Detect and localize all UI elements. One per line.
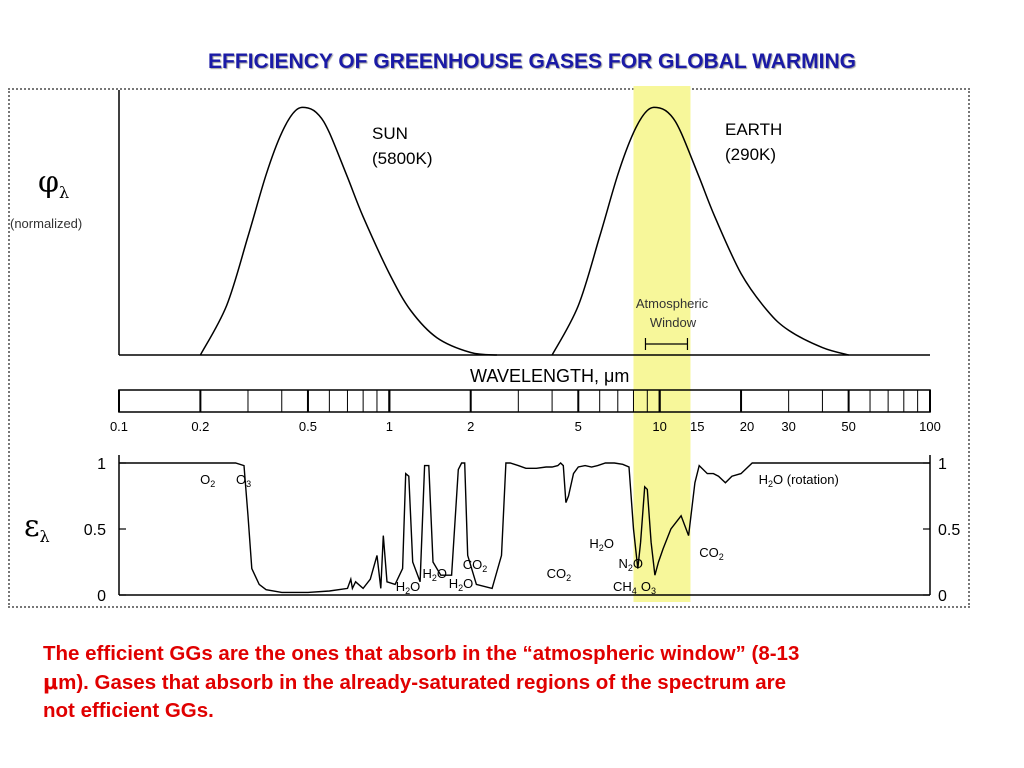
- absorber-label: O3: [641, 579, 656, 596]
- absorber-label: N2O: [618, 556, 643, 573]
- slide-title: EFFICIENCY OF GREENHOUSE GASES FOR GLOBA…: [208, 50, 856, 73]
- sun-spectrum-curve: [199, 106, 497, 356]
- absorber-label: H2O: [449, 576, 474, 593]
- caption-mu: μ: [43, 670, 59, 694]
- epsilon-tick-label-left: 1: [97, 456, 106, 473]
- phi-note: (normalized): [10, 216, 82, 231]
- wavelength-tick-label: 50: [841, 419, 855, 434]
- phi-glyph: φ: [38, 165, 59, 200]
- sun-temp-label: (5800K): [372, 149, 432, 168]
- epsilon-subscript: λ: [40, 527, 50, 546]
- epsilon-tick-label-right: 0: [938, 588, 947, 605]
- caption-line-1: The efficient GGs are the ones that abso…: [43, 642, 800, 665]
- absorber-label: CO2: [463, 557, 488, 574]
- earth-temp-label: (290K): [725, 145, 776, 164]
- absorber-label: H2O: [396, 579, 421, 596]
- wavelength-tick-label: 0.1: [110, 419, 128, 434]
- phi-subscript: λ: [59, 183, 69, 202]
- wavelength-ruler-ticks: [118, 390, 931, 412]
- wavelength-tick-label: 15: [690, 419, 704, 434]
- absorber-label: H2O: [423, 566, 448, 583]
- absorber-label: CO2: [547, 566, 572, 583]
- phi-symbol: φλ: [38, 165, 69, 202]
- wavelength-tick-label: 20: [740, 419, 754, 434]
- wavelength-tick-label: 100: [919, 419, 941, 434]
- wavelength-ruler: [118, 389, 931, 413]
- caption-line-2-text: m). Gases that absorb in the already-sat…: [58, 671, 787, 694]
- caption-line-3: not efficient GGs.: [43, 699, 214, 722]
- wavelength-tick-label: 0.2: [191, 419, 209, 434]
- absorber-label: O2: [200, 472, 215, 489]
- absorber-label: CO2: [699, 545, 724, 562]
- atmospheric-window-label-line2: Window: [650, 315, 697, 330]
- absorber-label: H2O: [589, 536, 614, 553]
- epsilon-tick-label-right: 1: [938, 456, 947, 473]
- epsilon-tick-label-left: 0: [97, 588, 106, 605]
- wavelength-tick-label: 2: [467, 419, 474, 434]
- absorber-label: H2O (rotation): [759, 472, 839, 489]
- wavelength-axis-label: WAVELENGTH, μm: [470, 366, 629, 386]
- epsilon-glyph: ε: [24, 509, 40, 544]
- epsilon-symbol: ελ: [24, 509, 50, 546]
- greenhouse-figure: φλ (normalized) SUN (5800K) EARTH (290K)…: [10, 86, 961, 605]
- figure-frame: [8, 88, 970, 608]
- atmospheric-absorption-curve: [119, 462, 930, 594]
- slide-caption: The efficient GGs are the ones that abso…: [43, 640, 1003, 725]
- wavelength-tick-label: 0.5: [299, 419, 317, 434]
- sun-label: SUN: [372, 124, 408, 143]
- epsilon-axis-ticks: 0 0 0.5 0.5 1 1: [84, 456, 961, 605]
- caption-line-2: μm). Gases that absorb in the already-sa…: [43, 668, 1003, 697]
- wavelength-tick-label: 10: [652, 419, 666, 434]
- epsilon-tick-label-left: 0.5: [84, 522, 106, 539]
- wavelength-tick-label: 5: [575, 419, 582, 434]
- earth-label: EARTH: [725, 120, 782, 139]
- absorber-label: CH4: [613, 579, 637, 596]
- absorber-label: O3: [236, 472, 251, 489]
- atmospheric-window-label-line1: Atmospheric: [636, 296, 709, 311]
- epsilon-tick-label-right: 0.5: [938, 522, 960, 539]
- earth-spectrum-curve: [551, 106, 849, 356]
- atmospheric-window-bracket: [644, 338, 689, 350]
- wavelength-tick-labels: 0.1 0.2 0.5 1 2 5 10 15 20 30 50 100: [110, 419, 941, 434]
- wavelength-tick-label: 1: [386, 419, 393, 434]
- wavelength-tick-label: 30: [781, 419, 795, 434]
